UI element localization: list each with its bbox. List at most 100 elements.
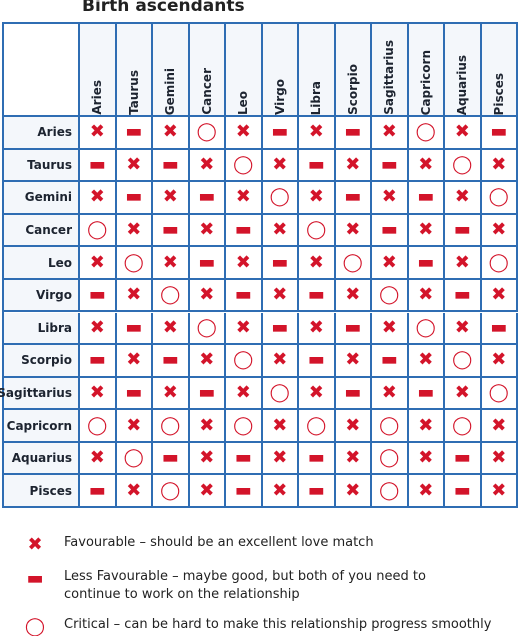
symbol: ▬ bbox=[490, 316, 508, 338]
cell: ◯ bbox=[226, 410, 263, 443]
symbol: ◯ bbox=[269, 381, 290, 403]
symbol: ✖ bbox=[381, 186, 397, 208]
cell: ✖ bbox=[372, 247, 409, 280]
cell: ◯ bbox=[153, 279, 190, 313]
column-header: Virgo bbox=[262, 24, 299, 117]
symbol: ◯ bbox=[233, 414, 254, 436]
symbol: ✖ bbox=[345, 479, 361, 501]
symbol: ▬ bbox=[344, 121, 362, 143]
symbol: ◯ bbox=[488, 381, 509, 403]
column-header: Aquarius bbox=[445, 24, 482, 117]
symbol: ▬ bbox=[161, 349, 179, 371]
symbol: ▬ bbox=[161, 219, 179, 241]
symbol: ◯ bbox=[342, 251, 363, 273]
symbol: ◯ bbox=[379, 414, 400, 436]
symbol: ✖ bbox=[491, 219, 507, 241]
cell: ✖ bbox=[226, 117, 263, 150]
column-header: Leo bbox=[226, 24, 263, 117]
cell: ✖ bbox=[335, 345, 372, 378]
cell: ▬ bbox=[116, 377, 153, 411]
symbol: ◯ bbox=[379, 284, 400, 306]
legend-text: Favourable – should be an excellent love… bbox=[64, 535, 374, 550]
cell: ◯ bbox=[80, 214, 117, 248]
symbol: ◯ bbox=[233, 349, 254, 371]
symbol: ✖ bbox=[199, 153, 215, 175]
symbol: ✖ bbox=[272, 447, 288, 469]
symbol: ▬ bbox=[344, 316, 362, 338]
row-header: Sagittarius bbox=[0, 377, 80, 411]
cell: ◯ bbox=[299, 410, 336, 443]
cell: ✖ bbox=[226, 247, 263, 280]
symbol: ▬ bbox=[125, 121, 143, 143]
column-header: Gemini bbox=[153, 24, 190, 117]
symbol: ▬ bbox=[234, 219, 252, 241]
symbol: ◯ bbox=[87, 414, 108, 436]
cell: ▬ bbox=[116, 117, 153, 150]
cell: ◯ bbox=[445, 410, 482, 443]
cell: ✖ bbox=[481, 279, 518, 313]
symbol: ✖ bbox=[235, 186, 251, 208]
symbol: ✖ bbox=[491, 349, 507, 371]
cell: ✖ bbox=[189, 345, 226, 378]
symbol: ▬ bbox=[125, 316, 143, 338]
symbol: ◯ bbox=[415, 316, 436, 338]
cell: ▬ bbox=[189, 247, 226, 280]
cell: ✖ bbox=[262, 149, 299, 183]
cell: ▬ bbox=[372, 214, 409, 248]
symbol: ✖ bbox=[491, 447, 507, 469]
symbol: ▬ bbox=[88, 153, 106, 175]
symbol: ✖ bbox=[199, 219, 215, 241]
row-header: Cancer bbox=[4, 214, 80, 248]
symbol: ◯ bbox=[415, 121, 436, 143]
symbol: ✖ bbox=[235, 121, 251, 143]
symbol: ✖ bbox=[454, 121, 470, 143]
cell: ▬ bbox=[262, 312, 299, 346]
grid: Aries Taurus Gemini Cancer Leo Virgo Libra Scor… bbox=[0, 22, 518, 508]
row-header: Virgo bbox=[4, 279, 80, 313]
cell: ✖ bbox=[445, 312, 482, 346]
cell: ✖ bbox=[80, 117, 117, 150]
cell: ▬ bbox=[226, 214, 263, 248]
row-header: Aquarius bbox=[4, 442, 80, 476]
symbol: ▬ bbox=[307, 479, 325, 501]
cell: ✖ bbox=[335, 149, 372, 183]
symbol: ✖ bbox=[308, 121, 324, 143]
cell: ✖ bbox=[153, 182, 190, 215]
symbol: ▬ bbox=[161, 153, 179, 175]
cell: ✖ bbox=[189, 410, 226, 443]
cell: ▬ bbox=[445, 279, 482, 313]
legend-text: Less Favourable – maybe good, but both o… bbox=[64, 569, 426, 584]
column-label: Gemini bbox=[163, 67, 178, 115]
cell: ✖ bbox=[445, 377, 482, 411]
cell: ✖ bbox=[80, 442, 117, 476]
cell: ✖ bbox=[335, 279, 372, 313]
symbol: ✖ bbox=[381, 381, 397, 403]
cell: ✖ bbox=[262, 279, 299, 313]
symbol: ✖ bbox=[272, 349, 288, 371]
cell: ◯ bbox=[189, 312, 226, 346]
cell: ✖ bbox=[481, 442, 518, 476]
cell: ✖ bbox=[80, 377, 117, 411]
symbol: ✖ bbox=[418, 284, 434, 306]
cell: ◯ bbox=[372, 442, 409, 476]
column-header: Taurus bbox=[116, 24, 153, 117]
symbol: ✖ bbox=[272, 414, 288, 436]
cell: ▬ bbox=[299, 279, 336, 313]
symbol: ▬ bbox=[88, 284, 106, 306]
symbol: ✖ bbox=[345, 447, 361, 469]
symbol: ✖ bbox=[272, 479, 288, 501]
cell: ▬ bbox=[299, 475, 336, 508]
cell: ✖ bbox=[372, 182, 409, 215]
column-label: Cancer bbox=[199, 68, 214, 115]
cell: ✖ bbox=[408, 442, 445, 476]
symbol: ▬ bbox=[271, 316, 289, 338]
cell: ▬ bbox=[445, 475, 482, 508]
cell: ▬ bbox=[80, 279, 117, 313]
symbol: ✖ bbox=[89, 186, 105, 208]
cell: ▬ bbox=[116, 312, 153, 346]
cell: ✖ bbox=[262, 442, 299, 476]
cell: ▬ bbox=[335, 182, 372, 215]
symbol: ▬ bbox=[307, 447, 325, 469]
cell: ✖ bbox=[299, 182, 336, 215]
cell: ✖ bbox=[262, 345, 299, 378]
